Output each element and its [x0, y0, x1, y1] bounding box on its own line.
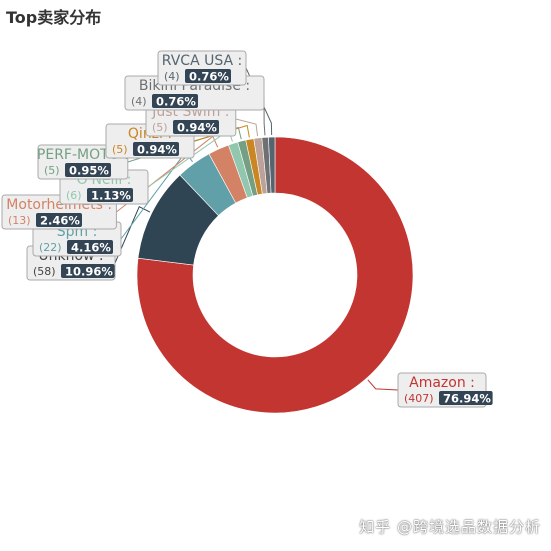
label-perf-moto: PERF-MOTO :(5) 0.95% [37, 144, 129, 180]
leader-line-unknow [114, 205, 151, 264]
leader-line-amazon [367, 379, 399, 391]
label-count: (5) [152, 121, 168, 134]
label-count: (5) [44, 164, 60, 177]
label-percent: 10.96% [65, 265, 113, 279]
label-percent: 1.13% [91, 189, 131, 203]
slice-amazon[interactable] [136, 136, 414, 414]
label-percent: 0.94% [137, 143, 177, 157]
leader-line-just-swim [235, 118, 259, 137]
label-percent: 76.94% [443, 392, 491, 406]
label-percent: 0.76% [189, 70, 229, 84]
label-percent: 2.46% [40, 214, 80, 228]
label-percent: 4.16% [71, 241, 111, 255]
label-count: (4) [131, 95, 147, 108]
label-qinzi: Qinzi :(5)0.94% [105, 123, 195, 159]
label-name: RVCA USA : [162, 53, 242, 69]
label-count: (4) [164, 70, 180, 83]
slice-rvca-usa[interactable] [268, 136, 276, 194]
chart-title: Top卖家分布 [6, 8, 102, 27]
label-count: (6) [66, 189, 82, 202]
label-percent: 0.76% [156, 95, 196, 109]
label-percent: 0.94% [177, 121, 217, 135]
label-count: (13) [8, 214, 31, 227]
label-name: Amazon : [409, 375, 475, 391]
label-count: (5) [112, 143, 128, 156]
watermark: 知乎 @跨境选品数据分析 [359, 518, 541, 536]
label-count: (58) [33, 265, 56, 278]
label-percent: 0.95% [69, 164, 109, 178]
label-count: (407) [404, 392, 434, 405]
label-amazon: Amazon :(407) 76.94% [397, 372, 493, 408]
label-count: (22) [39, 241, 62, 254]
label-rvca-usa: RVCA USA :(4) 0.76% [157, 50, 247, 86]
